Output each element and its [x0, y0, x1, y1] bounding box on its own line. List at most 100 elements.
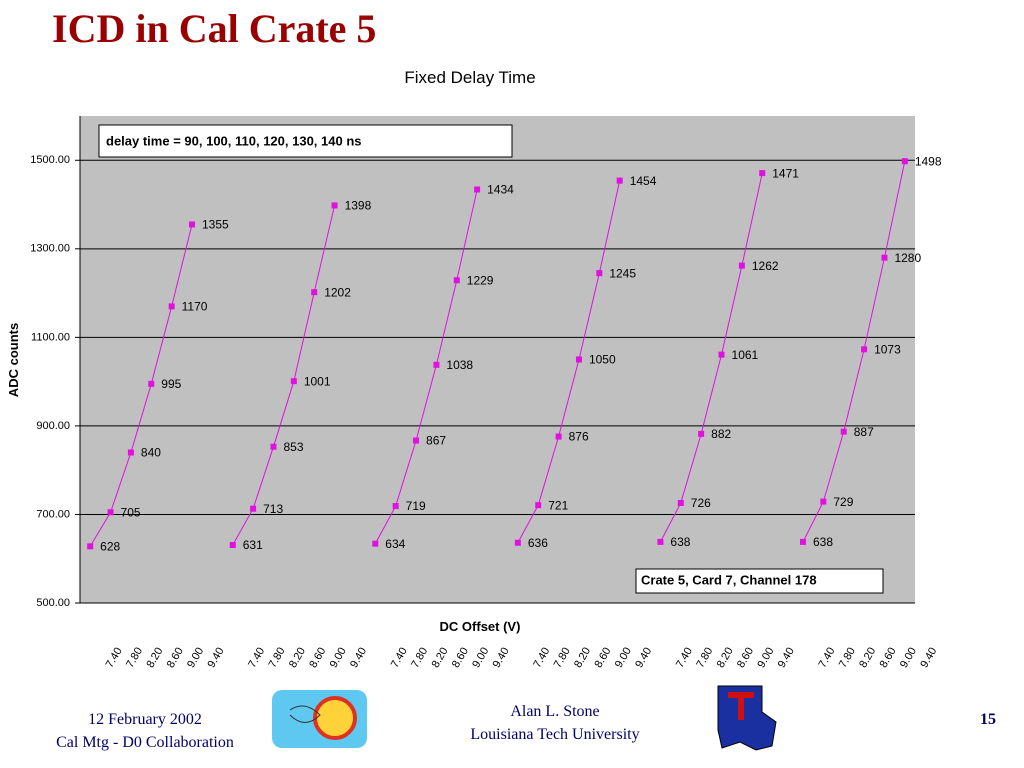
y-axis-label: ADC counts: [6, 323, 21, 397]
data-label: 995: [161, 377, 181, 391]
data-label: 1471: [772, 166, 799, 180]
data-label: 1229: [467, 273, 494, 287]
x-tick-label: 9.00: [470, 646, 491, 671]
data-label: 636: [528, 536, 548, 550]
x-tick-label: 8.60: [307, 646, 328, 671]
data-label: 1073: [874, 342, 901, 356]
data-label: 1170: [182, 300, 208, 314]
point: [901, 158, 908, 165]
point: [799, 538, 806, 545]
x-tick-label: 9.40: [918, 646, 939, 671]
data-label: 729: [833, 495, 853, 509]
point: [840, 428, 847, 435]
data-label: 705: [121, 505, 141, 519]
x-tick-label: 7.80: [409, 646, 430, 671]
point: [514, 539, 521, 546]
point: [657, 538, 664, 545]
y-tick-label: 700.00: [36, 508, 70, 520]
data-label: 853: [283, 440, 303, 454]
data-label: 721: [548, 498, 568, 512]
data-label: 1355: [202, 218, 229, 232]
data-label: 840: [141, 446, 161, 460]
footer-affiliation: Louisiana Tech University: [470, 726, 639, 743]
x-tick-label: 7.80: [837, 646, 858, 671]
x-tick-label: 8.20: [144, 646, 165, 671]
data-label: 1398: [345, 199, 372, 213]
annotation: Crate 5, Card 7, Channel 178: [641, 572, 817, 587]
point: [861, 346, 868, 353]
x-tick-label: 7.40: [816, 646, 837, 671]
x-tick-label: 7.80: [124, 646, 145, 671]
slide-title: ICD in Cal Crate 5: [52, 6, 376, 51]
annotation-box: [98, 124, 513, 158]
point: [453, 277, 460, 284]
x-tick-label: 9.40: [776, 646, 797, 671]
do-logo: [272, 690, 367, 748]
y-tick-label: 1500.00: [30, 154, 70, 166]
page-number: 15: [980, 711, 996, 728]
x-tick-label: 9.00: [755, 646, 776, 671]
footer-date: 12 February 2002: [88, 711, 202, 728]
x-tick-label: 8.60: [735, 646, 756, 671]
point: [311, 289, 318, 296]
y-tick-label: 500.00: [36, 597, 70, 609]
x-tick-label: 7.40: [674, 646, 695, 671]
data-label: 1061: [732, 348, 759, 362]
x-tick-label: 9.40: [633, 646, 654, 671]
x-tick-label: 9.00: [613, 646, 634, 671]
point: [168, 303, 175, 310]
x-tick-label: 8.60: [450, 646, 471, 671]
point: [270, 443, 277, 450]
point: [555, 433, 562, 440]
point: [433, 361, 440, 368]
x-tick-label: 9.00: [185, 646, 206, 671]
x-tick-label: 8.60: [878, 646, 899, 671]
x-tick-label: 8.20: [572, 646, 593, 671]
point: [535, 502, 542, 509]
x-tick-label: 7.80: [267, 646, 288, 671]
point: [127, 449, 134, 456]
data-label: 638: [813, 535, 833, 549]
data-label: 631: [243, 538, 263, 552]
data-label: 634: [385, 537, 405, 551]
data-label: 876: [569, 430, 589, 444]
point: [718, 351, 725, 358]
point: [189, 221, 196, 228]
x-tick-label: 9.00: [898, 646, 919, 671]
point: [107, 509, 114, 516]
point: [290, 378, 297, 385]
data-label: 1001: [304, 374, 331, 388]
x-tick-label: 9.40: [206, 646, 227, 671]
plot-area: [80, 116, 915, 603]
x-tick-label: 8.20: [287, 646, 308, 671]
data-label: 1454: [630, 174, 657, 188]
point: [148, 380, 155, 387]
point: [616, 177, 623, 184]
point: [250, 505, 257, 512]
data-label: 1202: [324, 285, 351, 299]
data-label: 1050: [589, 353, 616, 367]
point: [820, 498, 827, 505]
footer-meeting: Cal Mtg - D0 Collaboration: [56, 734, 234, 751]
x-tick-label: 8.20: [857, 646, 878, 671]
data-label: 628: [100, 540, 120, 554]
y-tick-label: 1100.00: [31, 331, 70, 343]
point: [596, 270, 603, 277]
x-tick-label: 8.20: [715, 646, 736, 671]
x-tick-label: 7.80: [552, 646, 573, 671]
data-label: 1245: [609, 266, 636, 280]
point: [575, 356, 582, 363]
y-tick-label: 1300.00: [30, 243, 70, 255]
data-label: 638: [670, 535, 690, 549]
point: [881, 254, 888, 261]
data-label: 713: [263, 502, 283, 516]
x-tick-label: 7.40: [531, 646, 552, 671]
louisiana-tech-logo: [717, 685, 777, 751]
point: [392, 503, 399, 510]
x-tick-label: 8.60: [165, 646, 186, 671]
data-label: 867: [426, 434, 446, 448]
point: [677, 499, 684, 506]
data-label: 1434: [487, 183, 514, 197]
